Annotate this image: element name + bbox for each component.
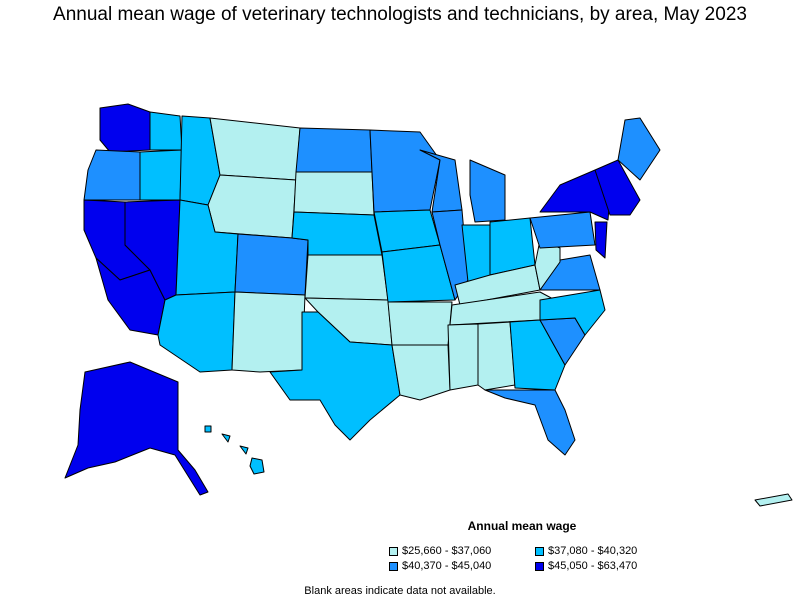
region-new-england (594, 159, 641, 216)
region-oregon-east (139, 149, 183, 201)
region-arizona (157, 291, 236, 373)
legend-title: Annual mean wage (467, 519, 577, 533)
legend-swatch-1 (389, 546, 398, 556)
region-minnesota (369, 129, 441, 213)
region-texas (269, 311, 401, 441)
map-title: Annual mean wage of veterinary technolog… (53, 4, 747, 25)
region-new-mexico (231, 291, 306, 373)
region-pennsylvania (529, 211, 596, 249)
footnote: Blank areas indicate data not available. (304, 585, 496, 597)
legend-item-1: $25,660 - $37,060 (389, 545, 491, 557)
legend-label-4: $45,050 - $63,470 (548, 560, 638, 572)
region-alaska (64, 361, 209, 496)
region-maine (617, 117, 661, 181)
region-new-jersey (594, 221, 608, 259)
legend-label-2: $37,080 - $40,320 (548, 545, 638, 557)
region-washington-east (149, 111, 183, 151)
region-georgia (509, 319, 566, 391)
legend-swatch-2 (535, 546, 544, 556)
region-michigan (469, 159, 506, 223)
legend-label-1: $25,660 - $37,060 (402, 545, 492, 557)
region-louisiana (391, 344, 451, 401)
region-wyoming (207, 174, 297, 239)
region-montana (209, 117, 301, 181)
region-colorado (234, 233, 309, 296)
legend-item-3: $40,370 - $45,040 (389, 560, 491, 572)
region-kansas (304, 254, 389, 301)
region-south-dakota (293, 171, 375, 216)
region-florida (484, 389, 576, 456)
legend-item-4: $45,050 - $63,470 (535, 560, 637, 572)
region-washington-west (99, 103, 151, 153)
region-alabama (477, 321, 516, 391)
region-arkansas (387, 301, 453, 346)
region-puerto-rico (754, 493, 793, 507)
region-hawaii (204, 425, 265, 475)
region-north-dakota (295, 127, 373, 173)
region-oregon-west (83, 149, 141, 201)
legend-item-2: $37,080 - $40,320 (535, 545, 637, 557)
region-mississippi (447, 323, 479, 391)
legend-swatch-4 (535, 561, 544, 571)
legend-swatch-3 (389, 561, 398, 571)
legend-label-3: $40,370 - $45,040 (402, 560, 492, 572)
